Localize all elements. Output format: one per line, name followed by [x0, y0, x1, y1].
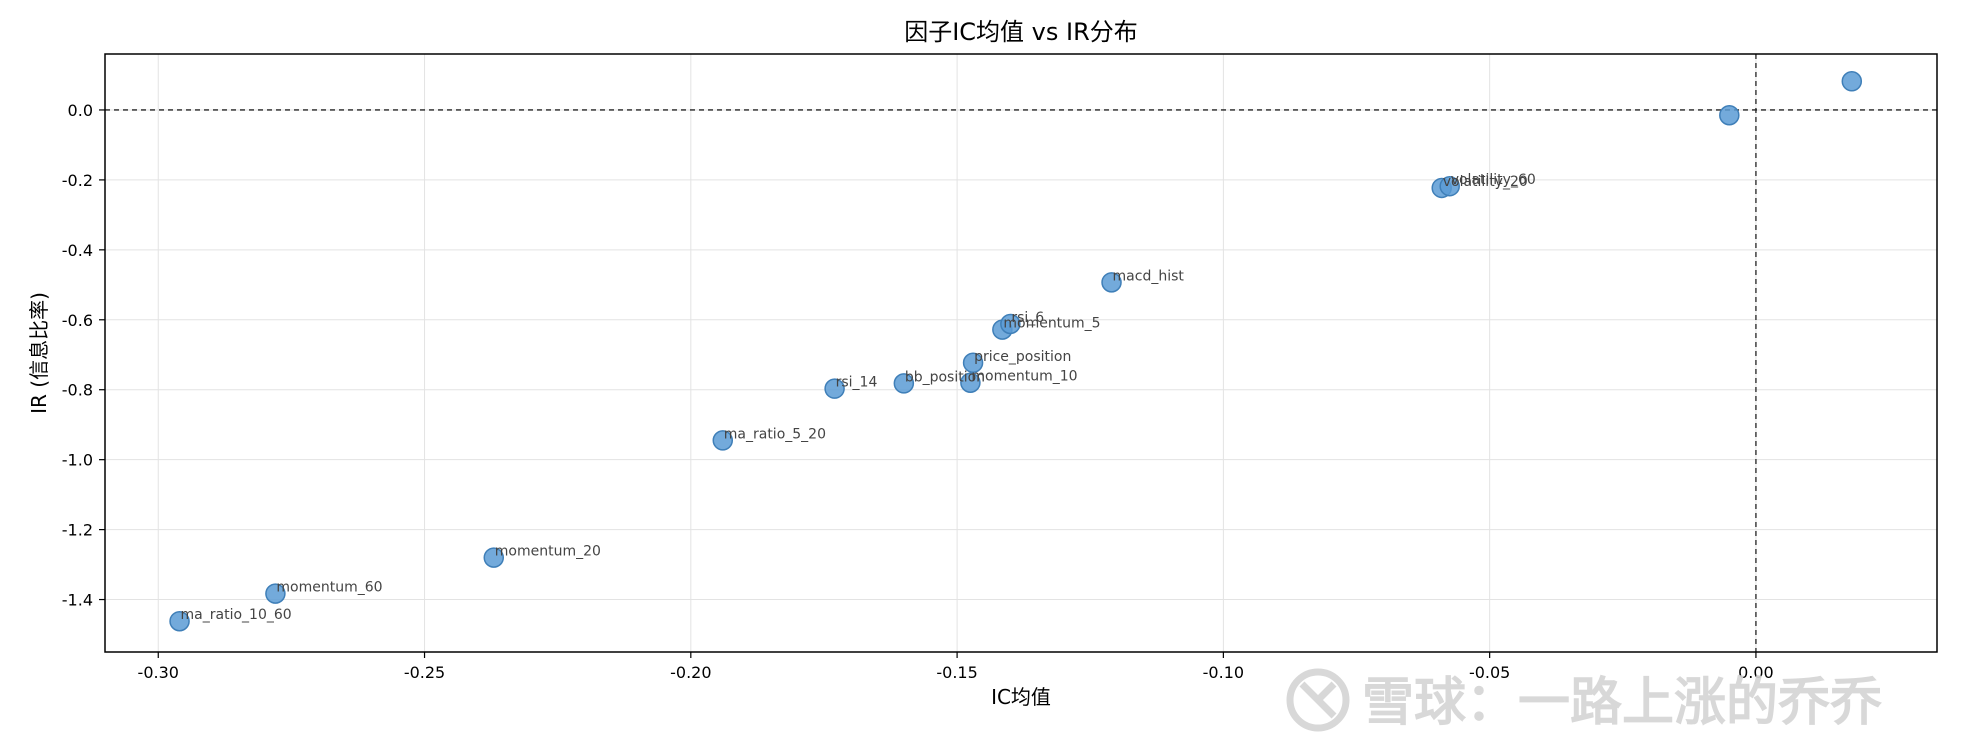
data-points — [169, 71, 1863, 632]
data-point — [1000, 313, 1021, 335]
point-labels: ma_ratio_10_60 momentum_60 momentum_20 ma_r… — [181, 172, 1536, 623]
point-label: ma_ratio_10_60 — [181, 607, 292, 623]
plot-frame — [104, 53, 1938, 653]
point-label: momentum_5 — [1003, 316, 1100, 332]
y-axis-ticks: 0.0 -0.2 -0.4 -0.6 -0.8 -1.0 -1.2 -1.4 — [62, 101, 105, 610]
x-axis-label: IC均值 — [991, 685, 1051, 709]
data-point — [483, 547, 505, 568]
data-point — [1101, 272, 1122, 293]
chart-title: 因子IC均值 vs IR分布 — [904, 18, 1138, 46]
x-tick-label: -0.20 — [670, 663, 711, 682]
y-tick-label: -0.8 — [62, 381, 93, 400]
point-label: momentum_10 — [971, 369, 1077, 385]
x-tick-label: -0.15 — [936, 663, 977, 682]
point-label: momentum_60 — [276, 580, 382, 596]
point-label: rsi_6 — [1011, 310, 1044, 326]
grid-lines — [105, 54, 1937, 652]
y-axis-label: IR (信息比率) — [27, 292, 51, 414]
point-label: price_position — [974, 349, 1071, 365]
data-point — [169, 610, 190, 632]
point-label: rsi_14 — [836, 375, 878, 391]
x-tick-label: -0.05 — [1469, 663, 1510, 682]
data-point — [712, 430, 734, 451]
reference-lines — [105, 54, 1937, 652]
y-tick-label: -0.4 — [62, 241, 93, 260]
data-point — [960, 372, 981, 393]
data-point — [1439, 175, 1460, 197]
point-label: bb_position — [905, 369, 985, 385]
x-tick-label: -0.10 — [1203, 663, 1244, 682]
x-tick-label: -0.30 — [138, 663, 179, 682]
y-tick-label: -1.2 — [62, 521, 93, 540]
x-tick-label: 0.00 — [1738, 663, 1774, 682]
data-point — [1841, 71, 1863, 92]
data-point — [893, 373, 915, 394]
point-label: macd_hist — [1113, 268, 1185, 284]
y-tick-label: -0.2 — [62, 171, 93, 190]
x-tick-label: -0.25 — [404, 663, 445, 682]
data-point — [1719, 104, 1740, 126]
y-tick-label: -1.0 — [62, 451, 93, 470]
point-label: volatility_60 — [1451, 172, 1536, 188]
y-tick-label: 0.0 — [68, 101, 93, 120]
y-tick-label: -1.4 — [62, 591, 93, 610]
x-axis-ticks: -0.30 -0.25 -0.20 -0.15 -0.10 -0.05 0.00 — [138, 652, 1774, 682]
point-label: volatility_20 — [1443, 174, 1528, 190]
snowball-logo-icon — [1286, 668, 1350, 732]
data-point — [824, 378, 845, 399]
data-point — [962, 352, 984, 374]
data-point — [265, 583, 286, 604]
y-tick-label: -0.6 — [62, 311, 93, 330]
watermark: 雪球：一路上涨的乔乔 — [1286, 668, 1882, 733]
watermark-text: 雪球：一路上涨的乔乔 — [1362, 673, 1882, 733]
point-label: momentum_20 — [495, 544, 601, 560]
point-label: ma_ratio_5_20 — [724, 426, 826, 442]
